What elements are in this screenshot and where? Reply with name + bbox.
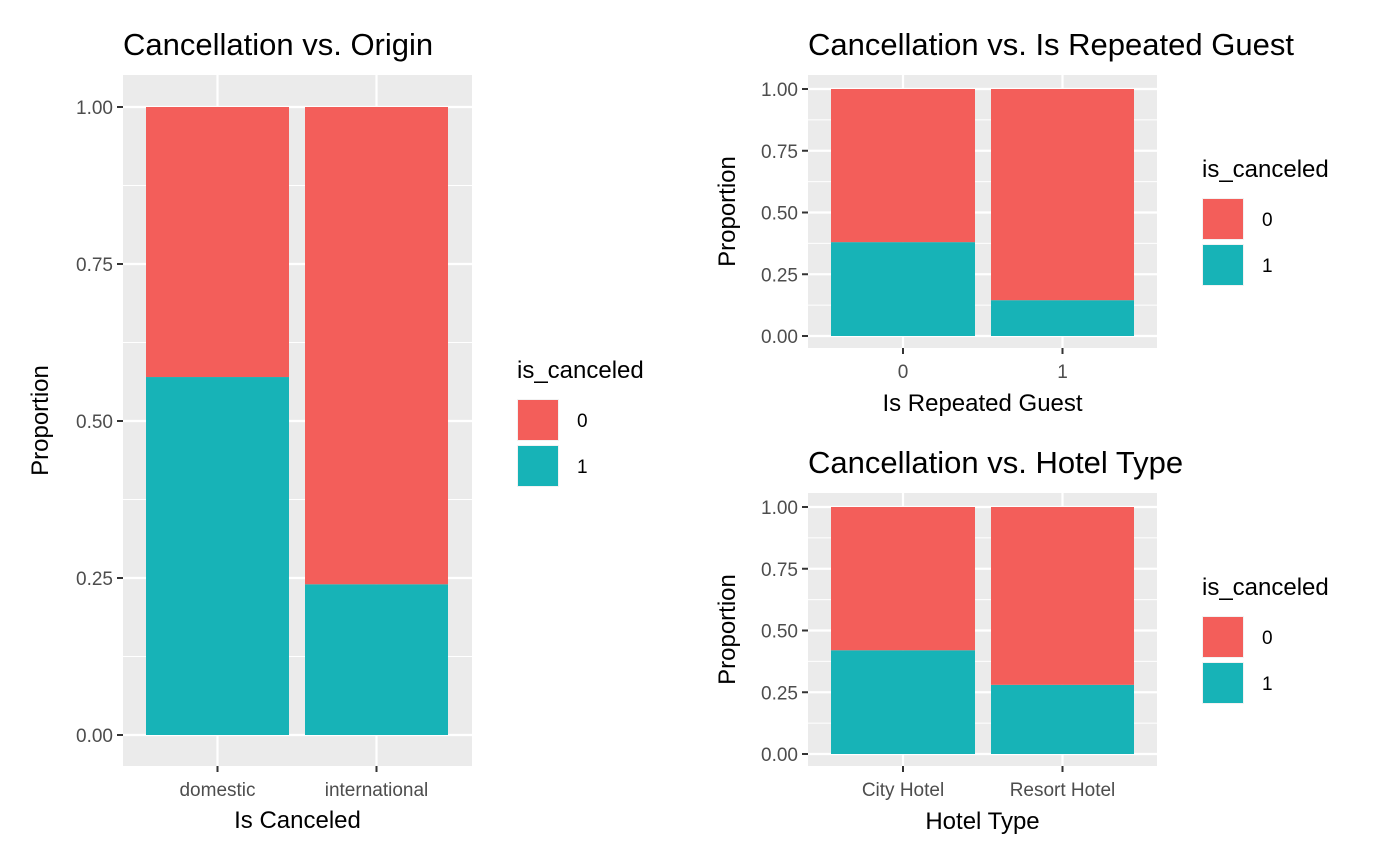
y-tick-label: 0.25	[761, 683, 798, 704]
y-axis-title: Proportion	[714, 574, 741, 685]
y-tick-label: 0.50	[761, 622, 798, 643]
chart-3: 0.00 0.25 0.50 0.75 1.00 City Hotel Resort Hot…	[714, 445, 1329, 835]
y-tick-label: 0.75	[761, 560, 798, 581]
legend-label: 0	[577, 411, 588, 432]
y-tick-label: 0.50	[761, 204, 798, 225]
y-axis-title: Proportion	[27, 365, 54, 476]
bar-segment-1	[146, 377, 289, 735]
bar-segment-1	[991, 684, 1134, 754]
chart-2: 0.00 0.25 0.50 0.75 1.00 0 1 Cancellation vs. I…	[714, 27, 1329, 417]
chart-title: Cancellation vs. Origin	[123, 27, 433, 62]
x-axis-title: Is Repeated Guest	[882, 390, 1082, 417]
legend-title: is_canceled	[1202, 156, 1329, 183]
legend-label: 1	[1262, 256, 1273, 277]
legend-label: 0	[1262, 210, 1273, 231]
legend-swatch-1	[518, 446, 558, 486]
y-tick-label: 1.00	[76, 98, 113, 119]
legend: is_canceled 0 1	[517, 357, 644, 487]
legend-swatch-0	[1203, 617, 1243, 657]
legend-label: 1	[577, 457, 588, 478]
x-tick-label: domestic	[179, 780, 255, 801]
bar-segment-1	[305, 584, 448, 735]
x-tick-label: international	[325, 780, 429, 801]
legend: is_canceled 0 1	[1202, 156, 1329, 286]
y-tick-label: 0.25	[761, 265, 798, 286]
x-tick-label: 0	[898, 362, 909, 383]
y-tick-label: 0.00	[76, 726, 113, 747]
bar-segment-0	[831, 89, 975, 243]
bar-segment-0	[991, 507, 1134, 685]
bar-segment-1	[831, 650, 975, 754]
y-tick-label: 0.75	[76, 255, 113, 276]
chart-1: 0.00 0.25 0.50 0.75 1.00 domestic internationa…	[27, 27, 644, 834]
x-axis-title: Hotel Type	[925, 808, 1039, 835]
legend-label: 0	[1262, 628, 1273, 649]
y-tick-label: 0.00	[761, 745, 798, 766]
legend-swatch-1	[1203, 245, 1243, 285]
x-tick-label: 1	[1057, 362, 1068, 383]
bar-segment-0	[831, 507, 975, 651]
legend-swatch-0	[1203, 199, 1243, 239]
legend: is_canceled 0 1	[1202, 574, 1329, 704]
legend-swatch-1	[1203, 663, 1243, 703]
x-axis-title: Is Canceled	[234, 807, 361, 834]
x-tick-label: City Hotel	[862, 780, 944, 801]
y-tick-label: 1.00	[761, 80, 798, 101]
legend-label: 1	[1262, 674, 1273, 695]
legend-swatch-0	[518, 400, 558, 440]
bar-segment-1	[831, 242, 975, 336]
bar-segment-0	[991, 89, 1134, 301]
x-tick-label: Resort Hotel	[1010, 780, 1116, 801]
y-tick-label: 0.75	[761, 142, 798, 163]
legend-title: is_canceled	[1202, 574, 1329, 601]
legend-title: is_canceled	[517, 357, 644, 384]
y-tick-label: 0.00	[761, 327, 798, 348]
bar-segment-0	[146, 107, 289, 378]
bar-segment-1	[991, 300, 1134, 336]
y-tick-label: 1.00	[761, 498, 798, 519]
y-axis-title: Proportion	[714, 156, 741, 267]
y-tick-label: 0.25	[76, 569, 113, 590]
y-tick-label: 0.50	[76, 412, 113, 433]
chart-title: Cancellation vs. Hotel Type	[808, 445, 1183, 480]
bar-segment-0	[305, 107, 448, 585]
chart-title: Cancellation vs. Is Repeated Guest	[808, 27, 1294, 62]
